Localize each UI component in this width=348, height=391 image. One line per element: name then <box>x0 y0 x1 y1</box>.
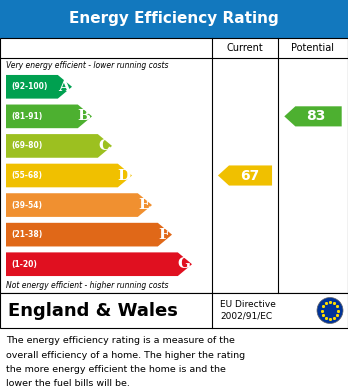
Bar <box>0 38 348 293</box>
Text: Very energy efficient - lower running costs: Very energy efficient - lower running co… <box>6 61 168 70</box>
Text: E: E <box>139 198 150 212</box>
Text: (92-100): (92-100) <box>11 82 47 91</box>
Text: 83: 83 <box>306 109 326 123</box>
Polygon shape <box>218 165 272 186</box>
Text: (21-38): (21-38) <box>11 230 42 239</box>
Bar <box>0 293 348 328</box>
Circle shape <box>317 298 343 323</box>
Polygon shape <box>6 252 192 276</box>
Polygon shape <box>6 104 92 128</box>
Text: Energy Efficiency Rating: Energy Efficiency Rating <box>69 11 279 27</box>
Polygon shape <box>6 75 72 99</box>
Text: (81-91): (81-91) <box>11 112 42 121</box>
Text: EU Directive
2002/91/EC: EU Directive 2002/91/EC <box>220 300 276 321</box>
Text: (55-68): (55-68) <box>11 171 42 180</box>
Text: the more energy efficient the home is and the: the more energy efficient the home is an… <box>6 365 226 374</box>
Polygon shape <box>6 164 132 187</box>
Bar <box>0 0 348 38</box>
Text: The energy efficiency rating is a measure of the: The energy efficiency rating is a measur… <box>6 336 235 345</box>
Text: England & Wales: England & Wales <box>8 301 178 319</box>
Text: Potential: Potential <box>292 43 334 53</box>
Text: overall efficiency of a home. The higher the rating: overall efficiency of a home. The higher… <box>6 350 245 359</box>
Text: (1-20): (1-20) <box>11 260 37 269</box>
Text: B: B <box>78 109 91 123</box>
Text: A: A <box>58 80 70 94</box>
Text: F: F <box>159 228 169 242</box>
Text: Current: Current <box>227 43 263 53</box>
Text: D: D <box>118 169 131 183</box>
Polygon shape <box>6 134 112 158</box>
Text: (69-80): (69-80) <box>11 142 42 151</box>
Text: lower the fuel bills will be.: lower the fuel bills will be. <box>6 380 130 389</box>
Text: 67: 67 <box>240 169 259 183</box>
Text: C: C <box>98 139 110 153</box>
Polygon shape <box>6 193 152 217</box>
Text: (39-54): (39-54) <box>11 201 42 210</box>
Polygon shape <box>284 106 342 126</box>
Text: Not energy efficient - higher running costs: Not energy efficient - higher running co… <box>6 282 168 291</box>
Polygon shape <box>6 223 172 246</box>
Text: G: G <box>178 257 191 271</box>
